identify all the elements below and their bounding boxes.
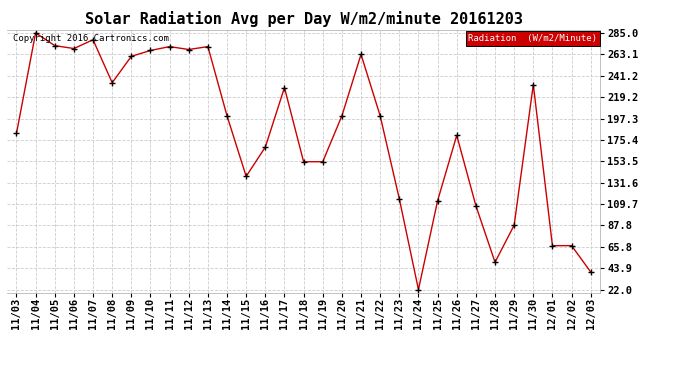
Text: Copyright 2016 Cartronics.com: Copyright 2016 Cartronics.com: [13, 34, 169, 43]
Text: Radiation  (W/m2/Minute): Radiation (W/m2/Minute): [469, 34, 598, 43]
Title: Solar Radiation Avg per Day W/m2/minute 20161203: Solar Radiation Avg per Day W/m2/minute …: [85, 12, 522, 27]
